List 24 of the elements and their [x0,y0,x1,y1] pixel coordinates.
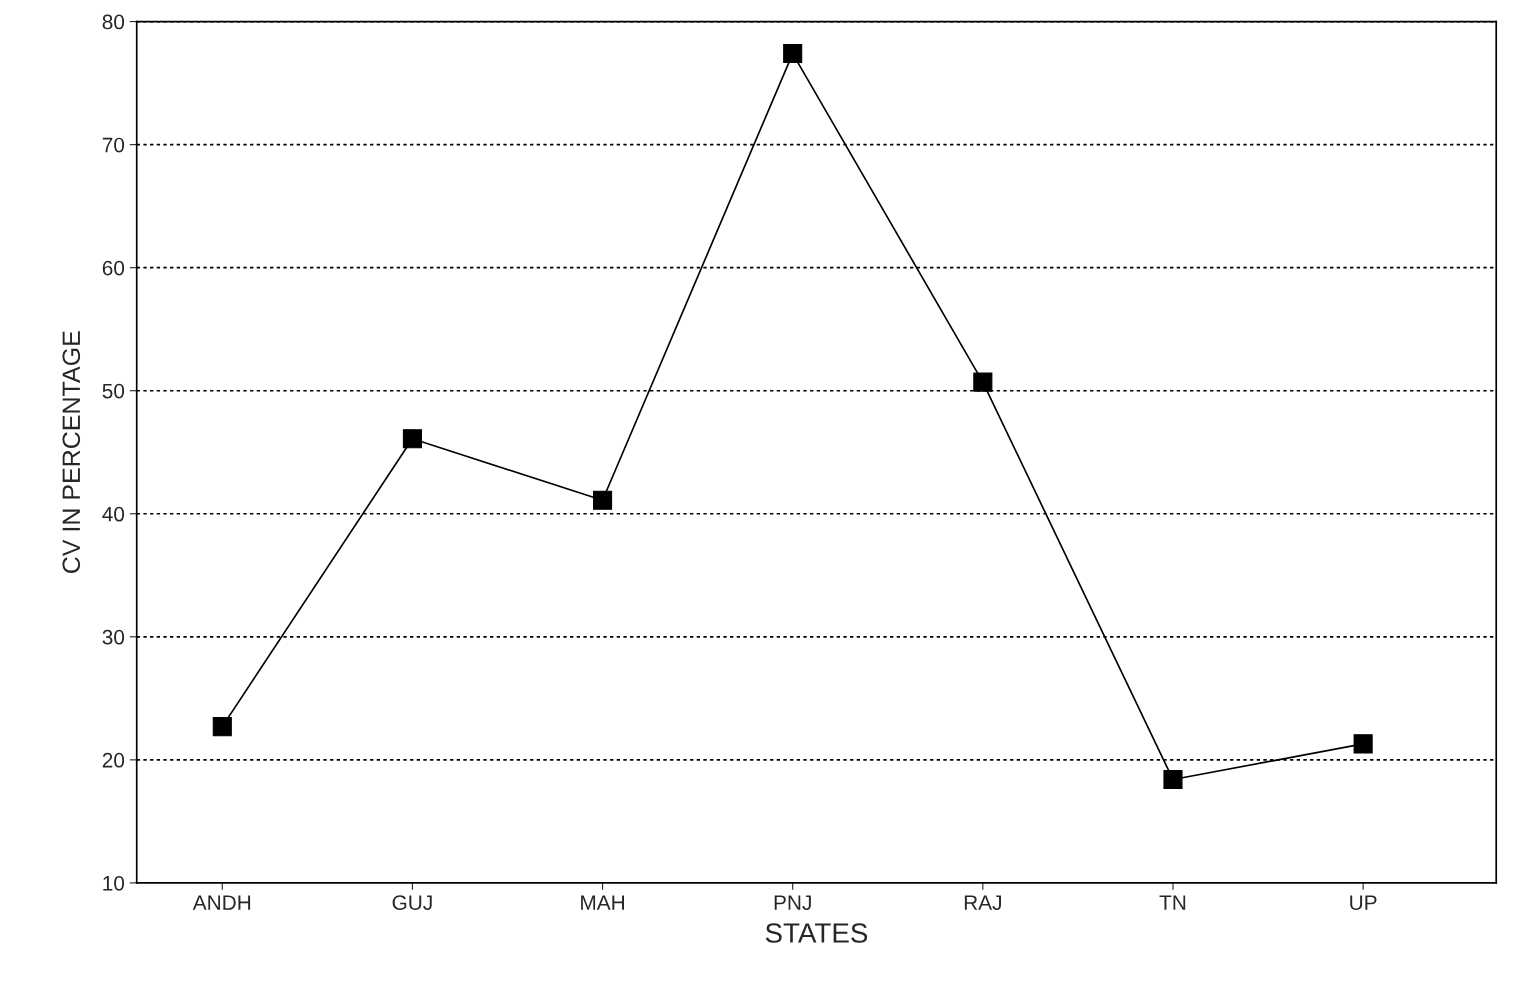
x-tick-label: MAH [581,895,624,910]
x-tick-label: ANDH [192,895,251,910]
y-tick-label: 70 [102,137,125,153]
point [1353,734,1373,754]
point [593,490,613,510]
x-axis-title: STATES [765,923,868,943]
y-tick-label: 80 [102,14,125,30]
x-tick-label: GUJ [392,895,432,911]
x-tick-label: TN [1159,895,1186,910]
y-tick-label: 50 [102,383,125,399]
x-tick-label: PNJ [774,895,811,911]
y-tick-label: 20 [102,752,125,768]
point [212,717,232,737]
y-tick-label: 60 [102,260,125,276]
x-tick-label: UP [1350,895,1377,911]
y-tick-label: 10 [103,875,125,891]
point [783,44,803,64]
point [973,372,993,392]
y-tick-label: 40 [102,506,125,522]
x-tick-label: RAJ [964,895,1001,911]
y-axis-title: CV IN PERCENTAGE [62,331,81,573]
point [1163,769,1183,790]
point [402,429,422,449]
y-tick-label: 30 [102,629,125,645]
